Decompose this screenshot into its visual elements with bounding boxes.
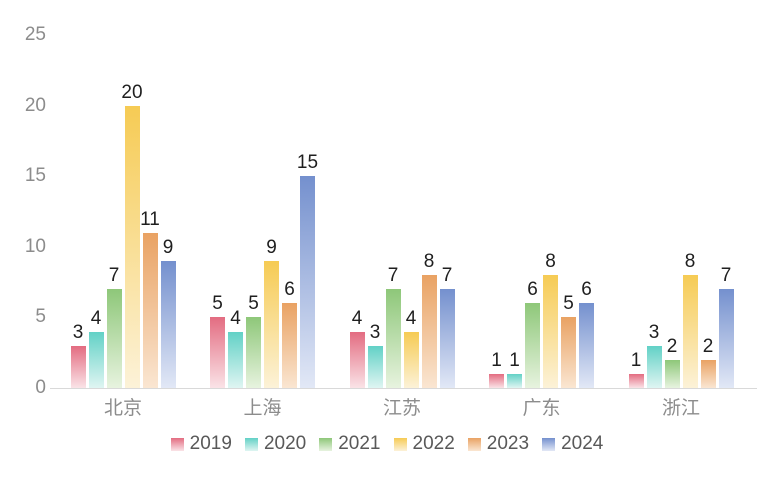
legend-label: 2021 [338, 433, 381, 454]
bar-value-label: 8 [423, 251, 435, 273]
category-label: 江苏 [382, 398, 421, 419]
bar-value-label: 2 [702, 335, 714, 357]
bar [385, 289, 401, 388]
y-tick-label: 15 [24, 165, 46, 187]
bar-value-label: 9 [162, 236, 174, 258]
bar [664, 359, 680, 388]
legend-item-2022: 2022 [393, 433, 455, 455]
legend-swatch-2023 [467, 437, 481, 451]
bar-value-label: 3 [369, 321, 381, 343]
bar-value-label: 5 [563, 293, 574, 315]
bar-value-label: 2 [666, 335, 678, 357]
legend-swatch-2021 [319, 437, 333, 451]
category-label: 上海 [243, 398, 282, 419]
bar-value-label: 4 [351, 307, 363, 329]
category-label: 北京 [103, 398, 142, 419]
bar-value-label: 15 [296, 152, 319, 174]
legend-label: 2023 [486, 433, 530, 454]
bar-value-label: 4 [90, 307, 102, 329]
bar-value-label: 1 [630, 349, 642, 371]
bar-value-label: 8 [545, 251, 556, 273]
bar [282, 303, 297, 388]
bar [367, 345, 383, 388]
legend-item-2023: 2023 [467, 433, 530, 455]
bar [106, 289, 122, 388]
bar [210, 317, 225, 388]
bar [439, 289, 455, 388]
bar-value-label: 1 [491, 349, 502, 371]
bar [403, 331, 419, 388]
bar [525, 303, 540, 388]
bar [264, 260, 279, 388]
bar [228, 331, 243, 388]
legend-item-2021: 2021 [319, 433, 381, 455]
bar [88, 331, 104, 388]
bar-value-label: 8 [684, 251, 696, 273]
bar [700, 359, 716, 388]
bar-value-label: 20 [121, 81, 143, 103]
category-label: 广东 [522, 398, 561, 419]
bar-value-label: 5 [248, 293, 259, 315]
bar [142, 232, 158, 388]
legend-item-2024: 2024 [542, 433, 603, 455]
bar-value-label: 7 [441, 265, 453, 287]
bar-value-label: 1 [509, 349, 520, 371]
bar-value-label: 6 [527, 279, 538, 301]
bar [561, 317, 576, 388]
y-tick-label: 0 [35, 377, 46, 398]
bar-value-label: 3 [72, 321, 84, 343]
bar [349, 331, 365, 388]
bar-value-label: 6 [284, 279, 295, 301]
legend-label: 2022 [412, 433, 455, 454]
bar [421, 275, 437, 388]
legend-label: 2019 [189, 433, 232, 454]
legend-swatch-2022 [393, 437, 407, 451]
bar-value-label: 11 [140, 208, 160, 230]
bar [628, 373, 644, 388]
y-tick-label: 10 [24, 235, 46, 257]
bar [718, 289, 734, 388]
bar [682, 275, 698, 388]
legend-swatch-2024 [542, 437, 556, 451]
y-tick-label: 20 [24, 94, 46, 116]
bar [124, 105, 140, 388]
bar [489, 373, 504, 388]
bar [543, 275, 558, 388]
bar-value-label: 4 [230, 307, 241, 329]
bar-value-label: 7 [720, 265, 732, 287]
bar-value-label: 6 [581, 279, 592, 301]
bar [646, 345, 662, 388]
bar-value-label: 7 [108, 265, 120, 287]
legend: 2019 2020 2021 2022 2023 2024 [0, 431, 774, 457]
y-tick-label: 25 [24, 24, 46, 45]
bar-value-label: 3 [648, 321, 660, 343]
bar [507, 373, 522, 388]
legend-label: 2020 [263, 433, 307, 454]
bar-value-label: 9 [266, 236, 277, 258]
bar [246, 317, 261, 388]
bar [160, 260, 176, 388]
legend-label: 2024 [561, 433, 604, 454]
legend-swatch-2019 [170, 437, 184, 451]
bar [70, 345, 86, 388]
legend-swatch-2020 [244, 437, 258, 451]
bar-value-label: 4 [405, 307, 417, 329]
bar-value-label: 7 [387, 265, 399, 287]
legend-item-2019: 2019 [170, 433, 232, 455]
y-tick-label: 5 [35, 306, 46, 328]
x-axis-line [50, 388, 757, 389]
bar-value-label: 5 [212, 293, 223, 315]
category-label: 浙江 [661, 398, 700, 419]
legend-item-2020: 2020 [244, 433, 307, 455]
bar [300, 176, 315, 388]
bar [579, 303, 594, 388]
